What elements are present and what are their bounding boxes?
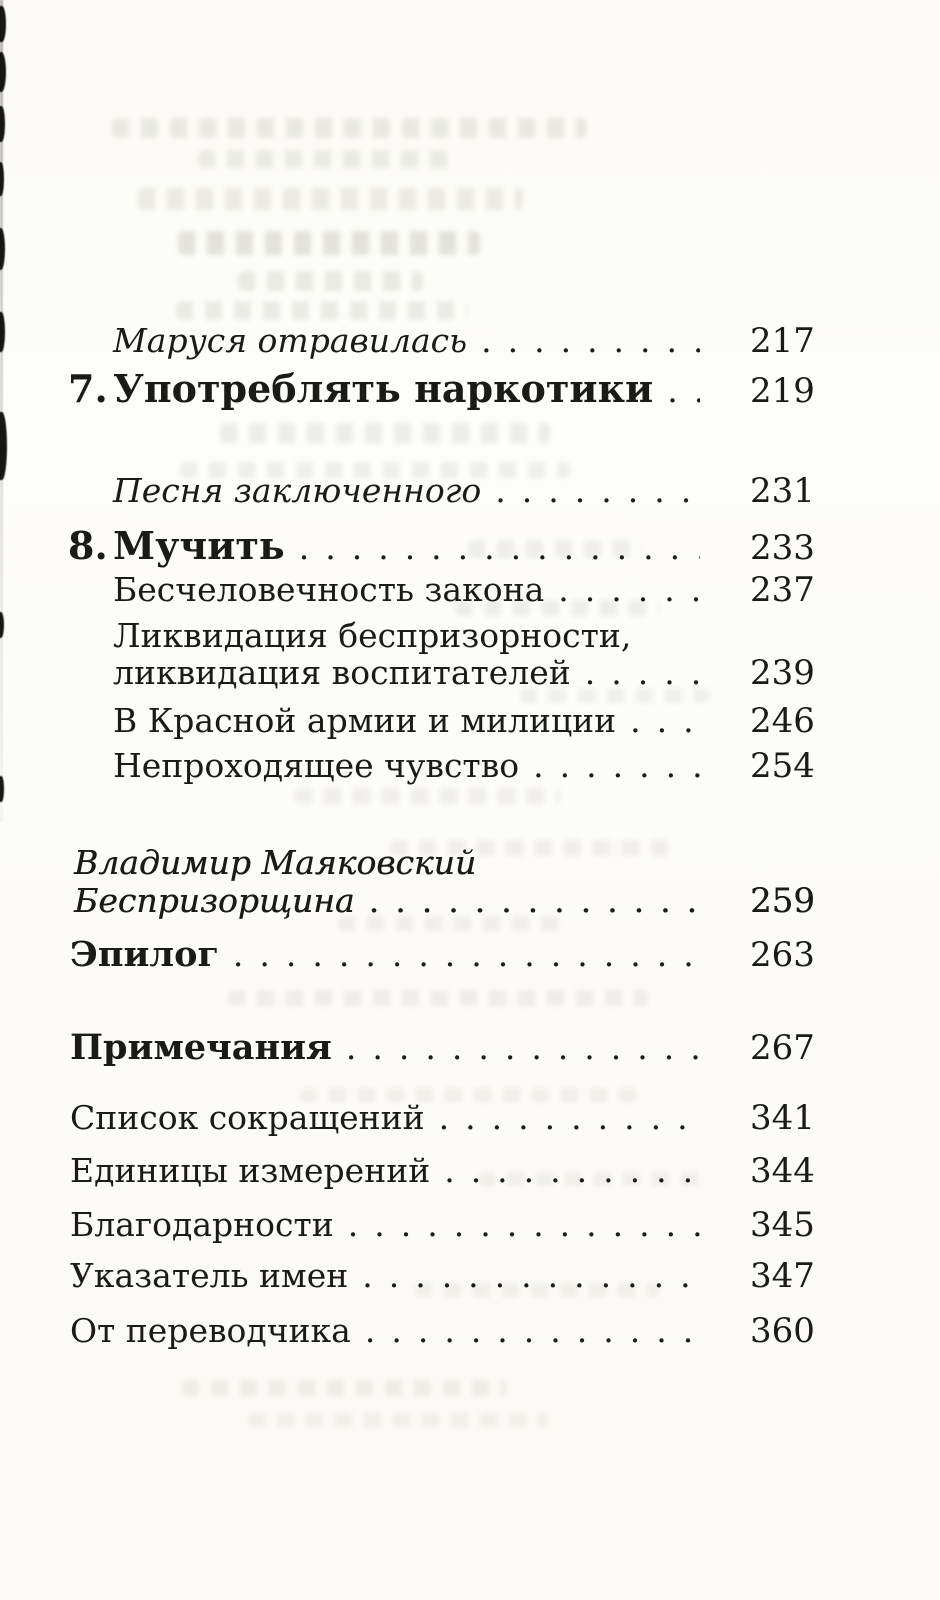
chapter-number: 8. <box>68 523 108 568</box>
dot-leader: ........................................ <box>362 1256 700 1295</box>
dot-leader: ........................................ <box>558 570 700 609</box>
entry-title: Непроходящее чувство <box>113 746 520 785</box>
page-number: 345 <box>750 1205 815 1245</box>
toc-entry: Владимир Маяковский <box>74 843 812 883</box>
scan-edge-mark <box>0 6 6 42</box>
entry-title: Эпилог <box>70 934 219 975</box>
dot-leader: ........................................ <box>630 701 700 740</box>
dot-leader: ........................................ <box>368 881 700 920</box>
toc-entry: 7.Употреблять наркотики.................… <box>68 366 815 412</box>
chapter-number: 7. <box>68 366 108 411</box>
page-number: 239 <box>750 653 815 693</box>
toc-entry: Список сокращений.......................… <box>70 1098 815 1139</box>
toc-entry: Ликвидация беспризорности, <box>113 616 812 656</box>
entry-title: Бесчеловечность закона <box>113 570 545 609</box>
toc-entry: Маруся отравилась.......................… <box>113 321 815 362</box>
dot-leader: ........................................ <box>438 1098 700 1137</box>
scan-edge-mark <box>0 412 7 480</box>
toc-entry: Примечания..............................… <box>70 1027 815 1069</box>
dot-leader: ........................................ <box>364 1311 700 1350</box>
dot-leader: ........................................ <box>298 528 700 567</box>
dot-leader: ........................................ <box>584 653 700 692</box>
dot-leader: ........................................ <box>232 935 700 974</box>
scan-edge-mark <box>0 162 4 196</box>
toc-entry: Благодарности...........................… <box>70 1205 815 1246</box>
page-number: 259 <box>750 881 815 921</box>
entry-title: Примечания <box>70 1027 332 1068</box>
dot-leader: ........................................ <box>481 321 700 360</box>
scan-edge-mark <box>0 612 4 638</box>
page-number: 217 <box>750 321 815 361</box>
toc-entry: ликвидация воспитателей.................… <box>113 653 815 694</box>
page-number: 344 <box>750 1151 815 1191</box>
page-number: 267 <box>750 1028 815 1068</box>
toc-entry: Бесчеловечность закона..................… <box>113 570 815 611</box>
page-number: 237 <box>750 570 815 610</box>
page-number: 341 <box>750 1098 815 1138</box>
toc-entry: Указатель имен..........................… <box>70 1256 815 1297</box>
page-number: 254 <box>750 746 815 786</box>
dot-leader: ........................................ <box>495 471 700 510</box>
entry-title: Маруся отравилась <box>113 321 468 360</box>
page-number: 219 <box>750 371 815 411</box>
entry-title: Владимир Маяковский <box>74 843 477 882</box>
toc-entry: Непроходящее чувство....................… <box>113 746 815 787</box>
scan-edge-mark <box>0 106 5 142</box>
entry-title: Беспризорщина <box>74 881 355 920</box>
entry-title: Указатель имен <box>70 1256 349 1295</box>
dot-leader: ........................................ <box>444 1151 700 1190</box>
page-number: 246 <box>750 701 815 741</box>
scan-edge-mark <box>0 312 5 352</box>
entry-title: Ликвидация беспризорности, <box>113 616 632 655</box>
toc-entry: Песня заключенного......................… <box>113 471 815 512</box>
page-number: 231 <box>750 471 815 511</box>
toc-entry: Единицы измерений.......................… <box>70 1151 815 1192</box>
entry-title: От переводчика <box>70 1311 351 1350</box>
page-number: 347 <box>750 1256 815 1296</box>
toc-entry: Беспризорщина...........................… <box>74 881 815 922</box>
scan-edge-mark <box>0 776 4 802</box>
entry-title: Песня заключенного <box>113 471 482 510</box>
dot-leader: ........................................ <box>345 1028 700 1067</box>
scan-edge-mark <box>0 52 6 92</box>
entry-title: В Красной армии и милиции <box>113 701 617 740</box>
toc-entry: От переводчика..........................… <box>70 1311 815 1352</box>
entry-title: Единицы измерений <box>70 1151 431 1190</box>
entry-title: Употреблять наркотики <box>113 366 654 411</box>
dot-leader: ........................................ <box>533 746 700 785</box>
toc-entry: В Красной армии и милиции...............… <box>113 701 815 742</box>
page-number: 360 <box>750 1311 815 1351</box>
entry-title: ликвидация воспитателей <box>113 653 571 692</box>
toc-entry: Эпилог..................................… <box>70 934 815 976</box>
scan-edge-shadow <box>0 0 3 822</box>
dot-leader: ........................................ <box>667 371 700 410</box>
toc-entry: 8.Мучить................................… <box>68 523 815 569</box>
entry-title: Благодарности <box>70 1205 334 1244</box>
entry-title: Мучить <box>113 523 285 568</box>
scan-edge-mark <box>0 228 5 270</box>
entry-title: Список сокращений <box>70 1098 425 1137</box>
dot-leader: ........................................ <box>347 1205 700 1244</box>
page-number: 233 <box>750 528 815 568</box>
page-number: 263 <box>750 935 815 975</box>
